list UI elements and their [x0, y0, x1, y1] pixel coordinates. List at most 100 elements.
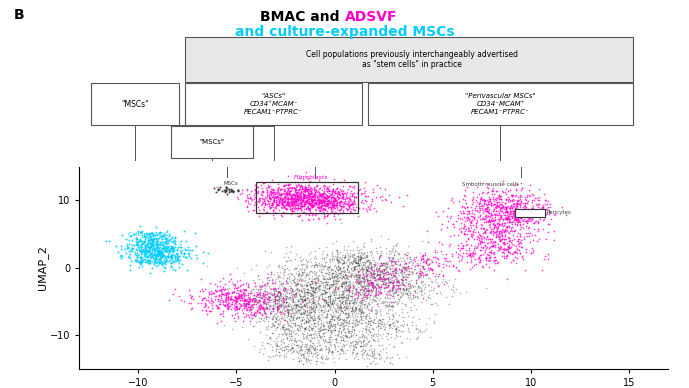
Point	[223, 306, 234, 312]
Point	[323, 271, 334, 277]
Point	[310, 303, 321, 309]
Point	[347, 339, 358, 345]
Point	[166, 234, 177, 241]
Point	[475, 195, 486, 201]
Point	[307, 199, 318, 205]
Point	[229, 295, 240, 301]
Point	[311, 301, 322, 307]
Point	[127, 237, 138, 244]
Point	[351, 288, 362, 294]
Point	[313, 351, 324, 357]
Point	[447, 287, 458, 293]
Point	[373, 322, 384, 328]
Point	[331, 277, 342, 283]
Point	[347, 342, 358, 348]
Point	[320, 305, 331, 311]
Point	[316, 359, 327, 365]
Point	[380, 333, 391, 340]
Point	[246, 196, 257, 202]
Point	[308, 197, 319, 203]
Point	[158, 258, 169, 265]
Point	[336, 289, 347, 295]
Point	[317, 293, 328, 299]
Point	[545, 203, 556, 210]
Point	[338, 195, 349, 201]
Point	[309, 315, 320, 321]
Point	[347, 289, 358, 296]
Point	[158, 248, 169, 254]
Point	[371, 359, 382, 365]
Point	[520, 206, 531, 212]
Point	[272, 309, 283, 315]
Point	[278, 347, 289, 353]
Point	[331, 314, 342, 320]
Point	[415, 289, 426, 296]
Point	[489, 218, 500, 224]
Point	[313, 313, 324, 319]
Point	[294, 291, 305, 298]
Point	[289, 310, 300, 316]
Point	[283, 309, 294, 315]
Point	[277, 307, 288, 313]
Point	[271, 197, 282, 203]
Point	[459, 193, 470, 199]
Point	[387, 281, 398, 287]
Point	[355, 256, 366, 263]
Point	[361, 259, 372, 265]
Point	[314, 191, 325, 197]
Point	[376, 289, 387, 296]
Point	[304, 283, 315, 289]
Point	[440, 262, 451, 268]
Point	[305, 326, 316, 332]
Point	[305, 268, 316, 274]
Point	[287, 291, 298, 297]
Point	[369, 360, 380, 367]
Point	[511, 249, 522, 255]
Point	[307, 300, 318, 307]
Point	[249, 294, 260, 301]
Point	[293, 205, 304, 211]
Point	[519, 203, 530, 209]
Point	[303, 275, 314, 281]
Point	[150, 251, 161, 257]
Point	[302, 200, 313, 206]
Point	[265, 191, 276, 197]
Point	[291, 301, 302, 308]
Point	[262, 305, 273, 311]
Point	[318, 192, 329, 199]
Point	[370, 331, 381, 337]
Point	[333, 199, 344, 205]
Point	[468, 229, 479, 235]
Point	[309, 271, 320, 277]
Point	[306, 335, 317, 341]
Point	[286, 350, 297, 356]
Point	[304, 317, 315, 323]
Point	[135, 229, 146, 236]
Point	[379, 358, 390, 364]
Point	[338, 259, 349, 265]
Point	[211, 293, 222, 300]
Point	[361, 312, 372, 318]
Point	[412, 326, 423, 332]
Point	[355, 311, 366, 317]
Point	[482, 208, 493, 215]
Point	[471, 217, 482, 223]
Point	[362, 271, 373, 277]
Point	[296, 294, 307, 301]
Point	[167, 244, 178, 251]
Point	[261, 201, 272, 208]
Point	[326, 201, 337, 207]
Point	[131, 238, 142, 244]
Point	[287, 324, 298, 331]
Point	[251, 308, 263, 314]
Point	[266, 177, 277, 183]
Point	[273, 262, 284, 268]
Point	[127, 242, 138, 248]
Point	[347, 303, 358, 309]
Point	[394, 322, 405, 328]
Point	[291, 205, 302, 211]
Point	[280, 205, 291, 211]
Point	[420, 251, 431, 258]
Point	[250, 283, 261, 289]
Point	[333, 298, 344, 304]
